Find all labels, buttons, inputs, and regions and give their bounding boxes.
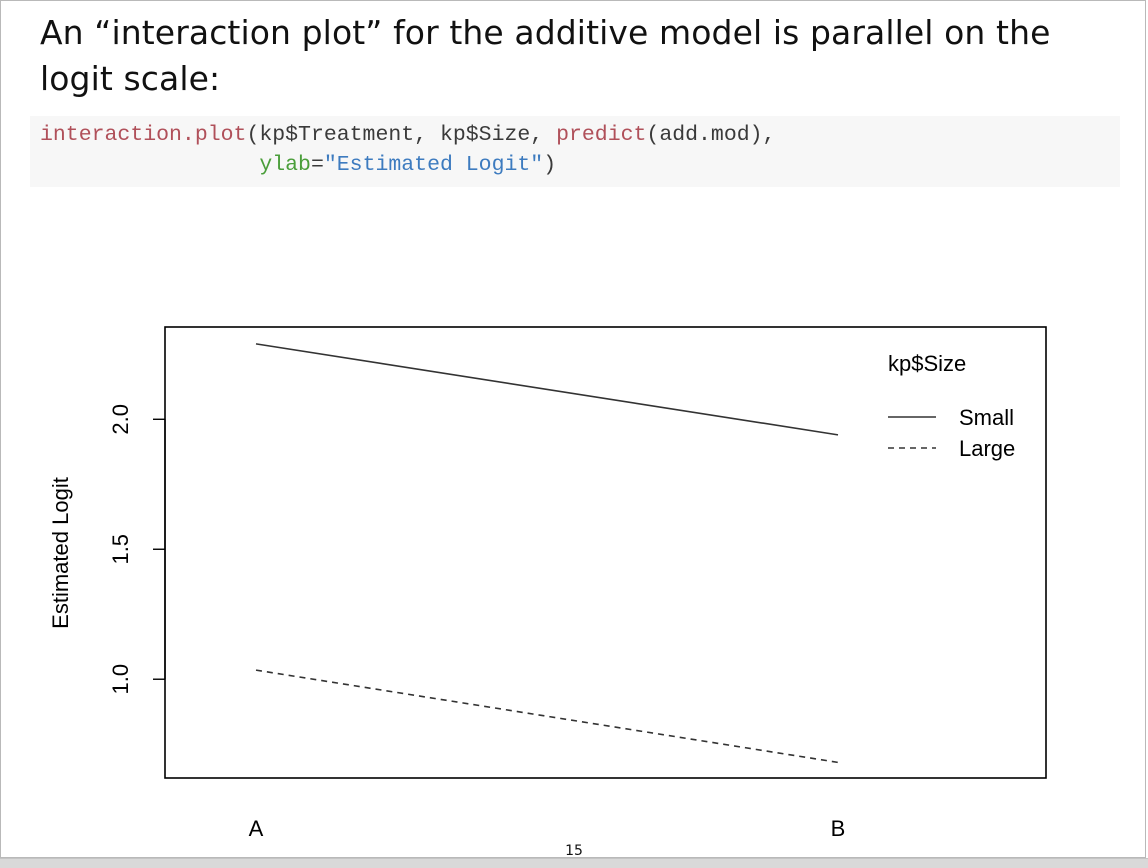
y-tick-label: 2.0 xyxy=(108,404,133,435)
code-token: ) xyxy=(543,153,557,177)
code-token: "Estimated Logit" xyxy=(323,153,544,177)
code-token: ylab xyxy=(259,153,311,177)
plot-frame xyxy=(164,326,1047,779)
y-tick-label: 1.5 xyxy=(108,534,133,565)
y-axis-label: Estimated Logit xyxy=(48,477,73,629)
bottom-bar xyxy=(0,858,1148,868)
series-lines xyxy=(255,343,839,764)
code-token: (kp$Treatment, kp$Size, xyxy=(246,123,557,147)
code-token: interaction.plot xyxy=(40,123,247,147)
y-axis: 1.0 1.5 2.0 xyxy=(108,404,166,695)
legend: kp$Size Small Large xyxy=(888,351,1015,461)
legend-title: kp$Size xyxy=(888,351,966,376)
code-token: = xyxy=(310,153,324,177)
series-line-small xyxy=(255,343,839,436)
x-tick-label: B xyxy=(831,816,846,841)
legend-label: Small xyxy=(959,405,1014,430)
code-token: predict xyxy=(556,123,647,147)
page-number: 15 xyxy=(565,843,583,859)
code-block: interaction.plot(kp$Treatment, kp$Size, … xyxy=(30,116,1120,187)
series-line-large xyxy=(255,669,839,764)
code-token: (add.mod), xyxy=(646,123,776,147)
legend-label: Large xyxy=(959,436,1015,461)
y-tick-label: 1.0 xyxy=(108,664,133,695)
code-line-2: ylab="Estimated Logit") xyxy=(40,150,1120,180)
x-tick-label: A xyxy=(249,816,264,841)
code-line-1: interaction.plot(kp$Treatment, kp$Size, … xyxy=(40,120,1120,150)
slide-text: An “interaction plot” for the additive m… xyxy=(40,13,1051,98)
